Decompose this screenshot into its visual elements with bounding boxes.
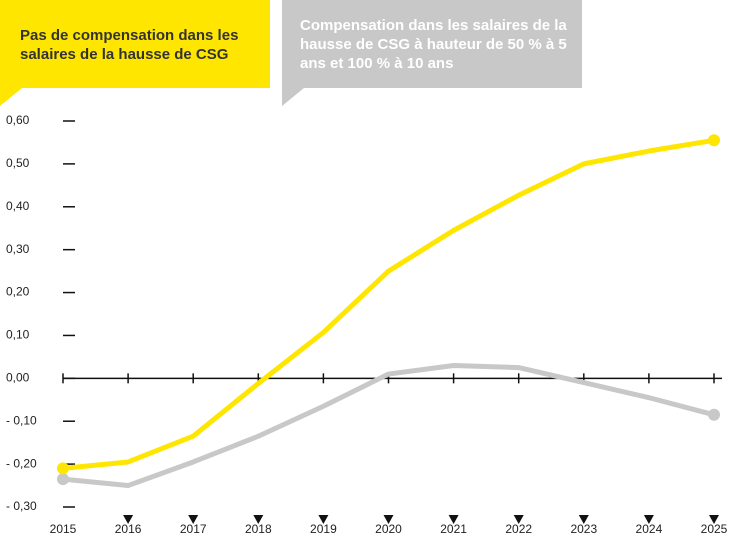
y-tick-label: - 0,20 [6,456,37,470]
series-line [62,137,715,471]
x-tick-label: 2022 [505,522,532,536]
y-tick-label: 0,20 [6,285,30,299]
end-point [57,473,69,486]
x-tick-label: 2019 [310,522,337,536]
x-tick-label: 2023 [570,522,597,536]
y-tick-label: 0,30 [6,242,30,256]
y-tick-label: - 0,10 [6,413,37,427]
x-tick-marker [318,515,329,524]
x-tick-label: 2025 [701,522,728,536]
x-tick-marker [643,515,654,524]
x-tick-label: 2018 [245,522,272,536]
x-tick-marker [709,515,719,524]
x-tick-marker [383,515,394,524]
y-tick-label: 0,00 [6,371,30,385]
x-tick-label: 2017 [180,522,207,536]
x-tick-label: 2024 [636,522,663,536]
end-point [708,134,720,147]
series-line [62,362,715,489]
x-tick-marker [578,515,589,524]
legend-entry: Pas de compensation dans les salaires de… [20,27,239,63]
y-tick-label: 0,10 [6,328,30,342]
legend-entry: Compensation dans les salaires de la hau… [300,17,567,72]
y-tick-label: 0,60 [6,113,30,127]
x-tick-marker [513,515,524,524]
y-tick-label: 0,40 [6,199,30,213]
legend-tail [0,88,22,106]
end-point [708,408,720,421]
x-tick-label: 2020 [375,522,402,536]
end-point [57,462,69,475]
y-tick-label: - 0,30 [6,499,37,513]
y-tick-label: 0,50 [6,156,30,170]
x-tick-label: 2016 [115,522,142,536]
x-tick-marker [123,515,134,524]
x-tick-label: 2021 [440,522,467,536]
x-tick-label: 2015 [50,522,77,536]
legend-box [0,0,270,88]
x-tick-marker [188,515,199,524]
x-tick-marker [253,515,264,524]
legend-box [282,0,582,88]
x-tick-marker [448,515,459,524]
legend-tail [282,88,304,106]
